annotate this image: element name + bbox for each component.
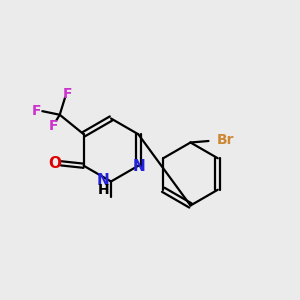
Text: F: F: [48, 119, 58, 133]
Text: N: N: [133, 160, 145, 175]
Text: F: F: [32, 104, 42, 118]
Text: H: H: [98, 184, 109, 197]
Text: F: F: [63, 87, 72, 101]
Text: Br: Br: [216, 133, 234, 147]
Text: N: N: [97, 173, 110, 188]
Text: O: O: [48, 156, 61, 171]
